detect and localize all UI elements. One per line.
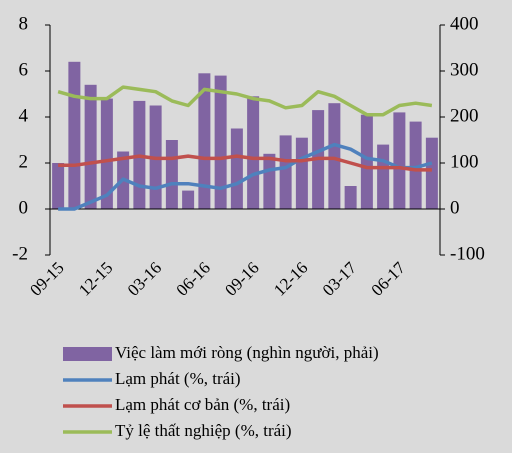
y-tick-label: 2: [19, 151, 29, 172]
bar: [425, 137, 438, 209]
bar: [344, 186, 357, 209]
bar: [165, 140, 178, 209]
line: [57, 85, 433, 117]
x-tick-label: 03-16: [124, 258, 165, 299]
bar: [393, 112, 406, 209]
x-tick-label: 09-16: [221, 258, 262, 299]
bar: [279, 135, 292, 209]
bar: [295, 137, 308, 209]
legend-label: Tỷ lệ thất nghiệp (%, trái): [115, 421, 292, 440]
line: [58, 154, 432, 172]
x-tick-label: 12-15: [75, 258, 116, 299]
bar: [377, 144, 390, 209]
y2-tick-label: 100: [450, 151, 479, 172]
x-tick-label: 06-16: [172, 258, 213, 299]
y2-tick-label: 300: [450, 59, 479, 80]
legend-label: Lạm phát (%, trái): [115, 369, 241, 388]
bar: [214, 75, 227, 209]
bar: [247, 96, 260, 209]
y-tick-label: -2: [12, 243, 28, 264]
bar: [409, 121, 422, 209]
bar: [328, 103, 341, 209]
legend-swatch: [63, 347, 112, 361]
legend-label: Lạm phát cơ bản (%, trái): [115, 395, 290, 414]
x-tick-label: 06-17: [367, 258, 409, 300]
bar: [182, 190, 195, 209]
bar: [52, 163, 65, 209]
bar: [84, 84, 97, 209]
bar: [230, 128, 243, 209]
line: [58, 142, 433, 211]
y-tick-label: 0: [19, 197, 29, 218]
y2-tick-label: -100: [450, 243, 485, 264]
bar: [68, 61, 81, 209]
bar: [100, 98, 113, 209]
y-tick-label: 4: [19, 105, 29, 126]
y-tick-label: 6: [19, 59, 29, 80]
y2-tick-label: 0: [450, 197, 460, 218]
bar: [263, 153, 276, 209]
bar: [360, 114, 373, 209]
x-tick-label: 03-17: [319, 258, 361, 300]
y2-tick-label: 400: [450, 13, 479, 34]
y2-tick-label: 200: [450, 105, 479, 126]
x-tick-label: 12-16: [270, 258, 311, 299]
y-tick-label: 8: [19, 13, 29, 34]
x-tick-label: 09-15: [26, 258, 67, 299]
bar: [198, 73, 211, 209]
legend-label: Việc làm mới ròng (nghìn người, phải): [115, 343, 379, 362]
